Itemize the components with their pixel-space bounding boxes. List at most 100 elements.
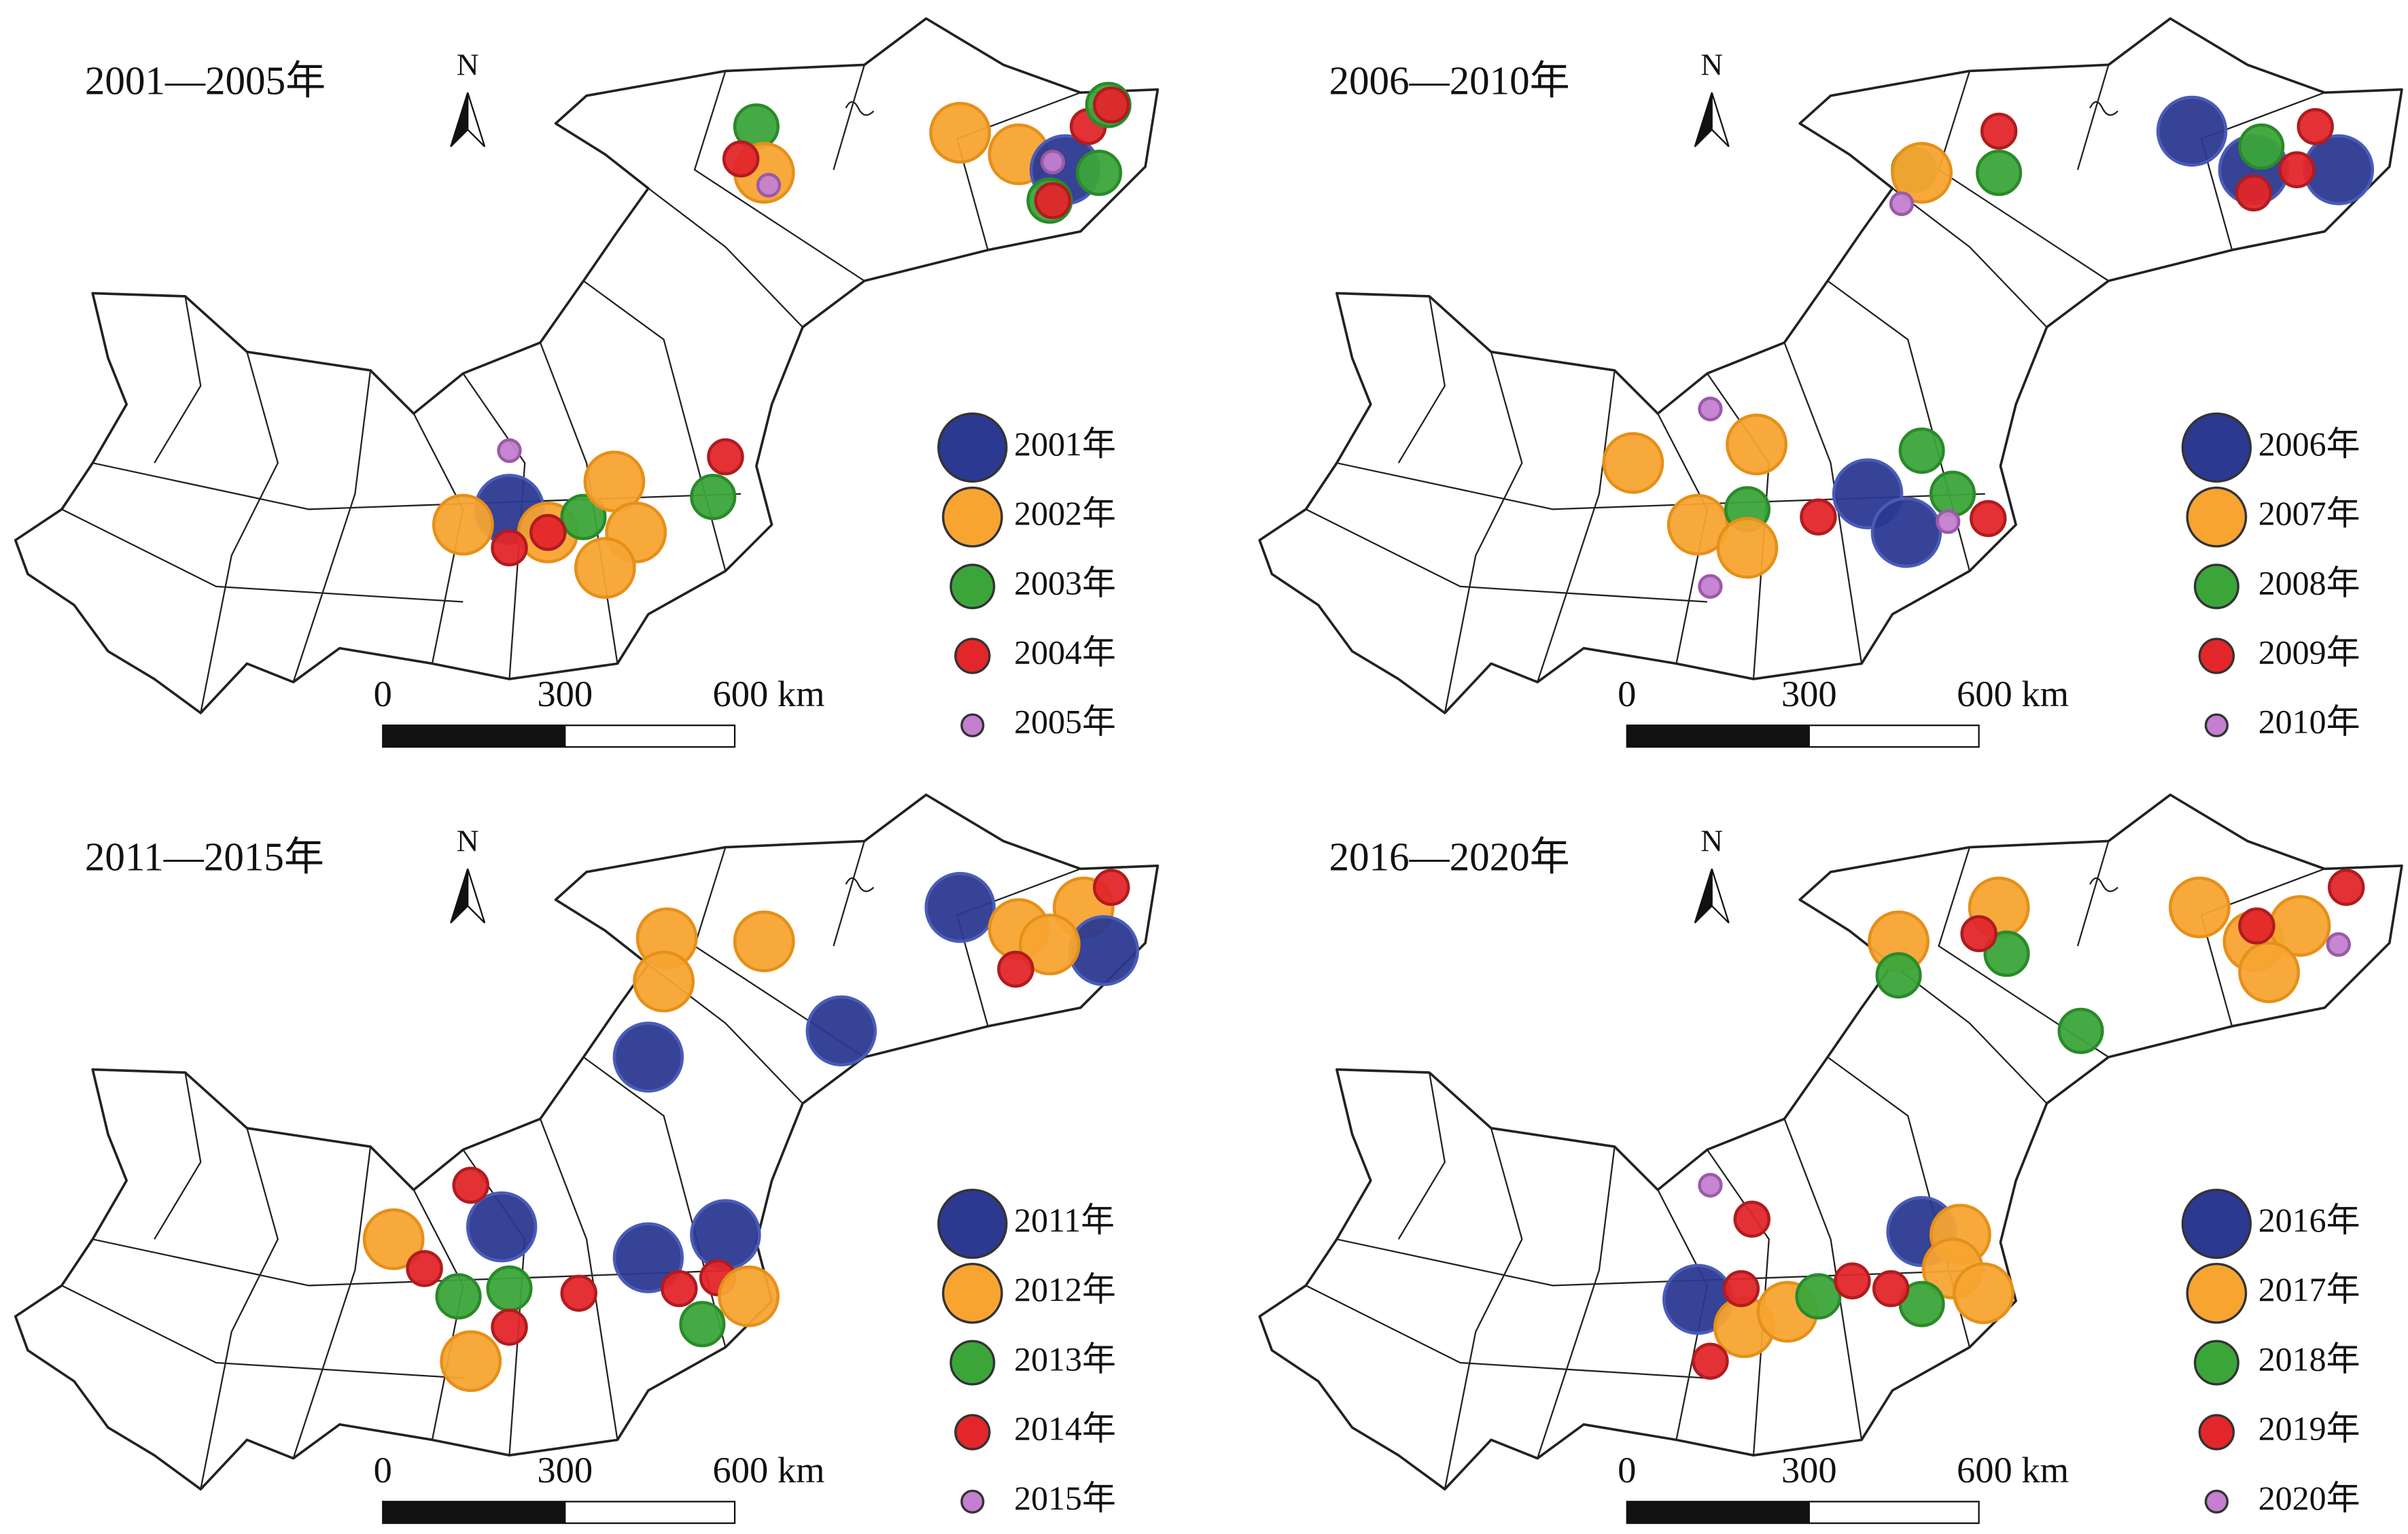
event-point [612, 1022, 684, 1093]
event-point [452, 1166, 489, 1204]
north-arrow [1711, 92, 1730, 147]
legend-symbol [941, 486, 1003, 548]
scale-label: 600 km [713, 1449, 825, 1491]
legend-symbol [949, 563, 996, 610]
legend-symbol [960, 713, 985, 737]
scale-label: 600 km [1957, 1449, 2069, 1491]
legend-label: 2001年 [1014, 425, 1116, 463]
legend-label: 2010年 [2258, 703, 2360, 741]
scale-bar [564, 1501, 736, 1524]
event-point [633, 950, 695, 1013]
north-label: N [457, 48, 479, 82]
event-point [2297, 107, 2334, 145]
scale-label: 0 [1618, 673, 1636, 714]
event-point [1092, 86, 1130, 124]
north-arrow [1694, 92, 1713, 147]
legend-label: 2019年 [2258, 1410, 2360, 1448]
event-point [1800, 498, 1837, 536]
event-point [574, 537, 636, 599]
lake-symbol [2089, 877, 2118, 892]
event-point [2057, 1007, 2104, 1054]
lake-symbol [845, 101, 875, 116]
event-point [1716, 517, 1779, 579]
north-arrow [450, 92, 469, 147]
panel-title: 2001—2005年 [85, 58, 326, 103]
legend-symbol [2186, 486, 2248, 548]
event-point [435, 1273, 482, 1320]
map-panel: 2001—2005年 N 0 300 600 km 2001年 2002年 2003年 2004… [14, 17, 1159, 748]
north-label: N [457, 824, 479, 858]
event-point [1722, 1270, 1760, 1308]
event-point [1983, 930, 2030, 977]
event-point [2238, 907, 2275, 945]
legend-label: 2005年 [1014, 703, 1116, 741]
legend-label: 2008年 [2258, 563, 2360, 602]
legend-label: 2007年 [2258, 494, 2360, 532]
legend-symbol [954, 1414, 991, 1450]
legend-label: 2016年 [2258, 1201, 2360, 1239]
event-point [1980, 112, 2018, 150]
legend-symbol [937, 412, 1008, 483]
scale-bar [382, 1501, 566, 1524]
event-point [1034, 181, 1072, 220]
scale-label: 300 [1781, 673, 1837, 714]
event-point [466, 1191, 538, 1263]
region-outline [14, 793, 1159, 1491]
scale-bar [564, 725, 736, 748]
legend-symbol [2193, 563, 2239, 610]
event-point [1733, 1200, 1771, 1238]
event-point [1889, 191, 1915, 216]
event-point [560, 1274, 597, 1312]
legend-label: 2006年 [2258, 425, 2360, 463]
legend-symbol [2181, 1188, 2252, 1259]
event-point [1872, 1270, 1910, 1308]
event-point [1726, 413, 1787, 476]
legend-symbol [2198, 1414, 2235, 1450]
legend-label: 2020年 [2258, 1479, 2360, 1517]
legend-label: 2012年 [1014, 1270, 1116, 1308]
north-arrow [467, 92, 486, 147]
event-point [718, 1265, 780, 1327]
event-point [1953, 1262, 2014, 1325]
event-point [1969, 500, 2007, 538]
event-point [1795, 1273, 1842, 1320]
legend-symbol [2186, 1262, 2248, 1324]
panel-title: 2011—2015年 [85, 835, 324, 879]
region-outline [14, 17, 1159, 714]
event-point [529, 514, 567, 551]
scale-label: 600 km [713, 673, 825, 714]
map-panel: 2011—2015年 N 0 300 600 km 2011年 2012年 2013年 2014… [14, 793, 1159, 1524]
event-point [1092, 869, 1130, 906]
legend-label: 2015年 [1014, 1479, 1116, 1517]
map-panel: 2016—2020年 N 0 300 600 km 2016年 2017年 2018年 2019… [1258, 793, 2403, 1524]
legend-symbol [2198, 638, 2235, 674]
legend-label: 2009年 [2258, 633, 2360, 671]
event-point [440, 1330, 502, 1393]
event-point [1891, 141, 1953, 204]
legend-label: 2003年 [1014, 563, 1116, 602]
legend-symbol [937, 1188, 1008, 1259]
event-point [1018, 913, 1081, 976]
legend-label: 2004年 [1014, 633, 1116, 671]
event-point [1040, 150, 1066, 175]
event-point [1068, 915, 1140, 986]
event-point [1698, 1172, 1723, 1198]
event-point [1692, 1342, 1729, 1380]
scale-bar [1626, 725, 1810, 748]
scale-label: 600 km [1957, 673, 2069, 714]
north-arrow [1711, 869, 1730, 924]
event-point [2278, 151, 2316, 189]
event-point [2326, 932, 2351, 957]
legend-label: 2002年 [1014, 494, 1116, 532]
event-point [690, 474, 737, 521]
event-point [1960, 915, 1997, 952]
map-panel: 2006—2010年 N 0 300 600 km 2006年 2007年 2008年 2009… [1258, 17, 2403, 748]
event-point [1898, 427, 1945, 474]
legend-symbol [2181, 412, 2252, 483]
legend-symbol [960, 1489, 985, 1514]
scale-label: 300 [1781, 1449, 1837, 1491]
event-point [432, 493, 494, 556]
event-point [406, 1250, 443, 1287]
event-point [805, 995, 877, 1067]
legend-symbol [954, 638, 991, 674]
